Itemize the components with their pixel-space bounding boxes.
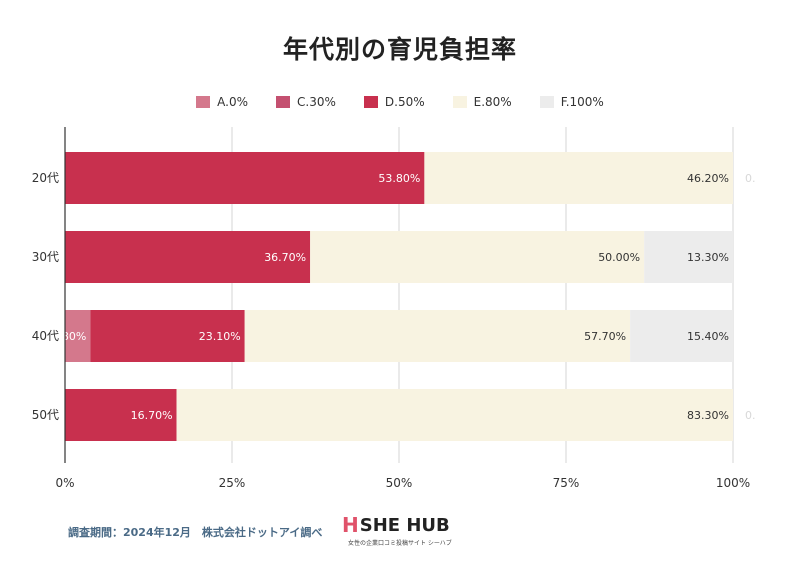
legend-swatch	[452, 96, 467, 108]
bar-segment	[65, 231, 311, 283]
bar-segment	[65, 152, 425, 204]
y-category-label: 50代	[32, 408, 59, 422]
legend-swatch	[276, 96, 291, 108]
bar-data-label: 13.30%	[687, 251, 729, 264]
x-tick-label: 75%	[553, 476, 580, 490]
legend-label: A.0%	[217, 95, 249, 109]
chart-title: 年代別の育児負担率	[282, 35, 517, 64]
logo-tagline: 女性の企業口コミ投稿サイト シーハブ	[348, 540, 452, 547]
she-hub-logo: H SHE HUB 女性の企業口コミ投稿サイト シーハブ	[342, 513, 452, 547]
legend-swatch	[363, 96, 378, 108]
bar-data-label: 0.	[745, 409, 756, 422]
bar-data-label: 16.70%	[131, 409, 173, 422]
bar-data-label: 57.70%	[584, 330, 626, 343]
legend-swatch	[196, 96, 211, 108]
bar-segment	[90, 310, 245, 362]
bar-segment	[310, 231, 645, 283]
chart-legend: A.0% C.30% D.50% E.80% F.100%	[0, 95, 800, 109]
legend-item: A.0%	[196, 95, 248, 109]
y-category-label: 30代	[32, 250, 59, 264]
logo-text: SHE HUB	[359, 514, 450, 536]
bar-data-label: 53.80%	[378, 172, 420, 185]
bar-data-label: 46.20%	[687, 172, 729, 185]
bar-segment	[244, 310, 631, 362]
bar-data-label: 50.00%	[598, 251, 640, 264]
bar-data-label: 36.70%	[264, 251, 306, 264]
bar-data-label: 23.10%	[199, 330, 241, 343]
legend-label: C.30%	[297, 95, 336, 109]
bar-segment	[176, 389, 733, 441]
bar-segment	[644, 231, 733, 283]
survey-source-note: 調査期間：2024年12月 株式会社ドットアイ調べ	[68, 526, 323, 539]
legend-item: C.30%	[276, 95, 336, 109]
bar-segment	[424, 152, 733, 204]
legend-item: F.100%	[539, 95, 604, 109]
x-tick-label: 25%	[219, 476, 246, 490]
legend-label: F.100%	[560, 95, 604, 109]
bar-data-label: 15.40%	[687, 330, 729, 343]
legend-label: E.80%	[473, 95, 512, 109]
bar-segment	[630, 310, 733, 362]
stacked-bar-chart: 0%25%50%75%100%0.00%53.80%46.20%0.20代0.0…	[32, 127, 756, 490]
x-tick-label: 50%	[386, 476, 413, 490]
y-category-label: 20代	[32, 171, 59, 185]
logo-mark-icon: H	[342, 513, 359, 537]
bar-segment	[65, 389, 177, 441]
legend-swatch	[539, 96, 554, 108]
legend-item: D.50%	[363, 95, 425, 109]
x-tick-label: 100%	[716, 476, 750, 490]
bar-data-label: 0.	[745, 172, 756, 185]
bar-segment	[65, 310, 91, 362]
legend-item: E.80%	[452, 95, 512, 109]
legend-label: D.50%	[384, 95, 425, 109]
y-category-label: 40代	[32, 329, 59, 343]
bar-data-label: 83.30%	[687, 409, 729, 422]
x-tick-label: 0%	[55, 476, 74, 490]
bar-data-label: 3.80%	[51, 330, 86, 343]
